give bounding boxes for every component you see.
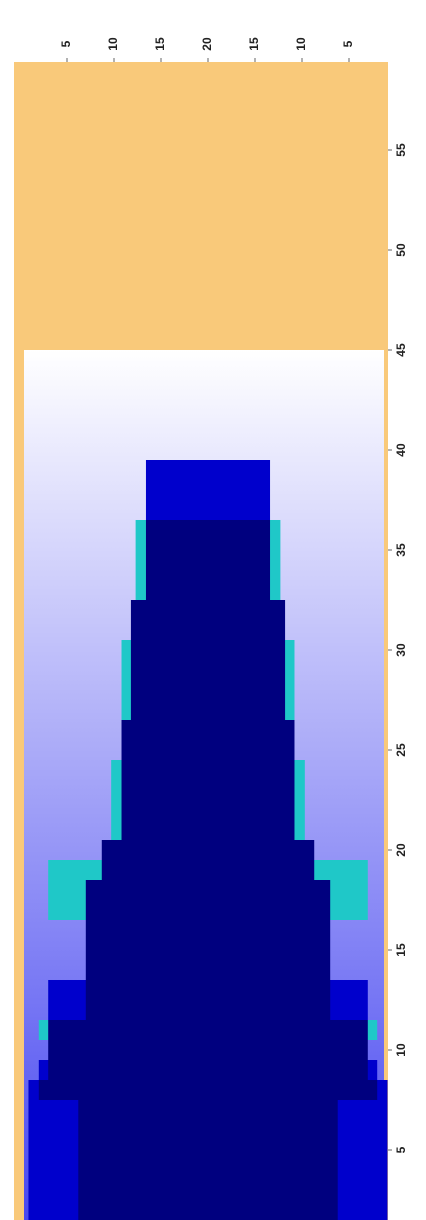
- bar: [130, 620, 286, 640]
- bar: [78, 1100, 338, 1120]
- y-tick-label: 55: [394, 143, 408, 157]
- bar: [85, 960, 331, 980]
- y-tick-label: 50: [394, 243, 408, 257]
- bar: [121, 760, 295, 780]
- bar: [145, 520, 271, 540]
- y-tick-label: 10: [394, 1043, 408, 1057]
- bar: [85, 920, 331, 940]
- x-tick-label: 5: [341, 40, 355, 47]
- y-tick-label: 30: [394, 643, 408, 657]
- bar: [78, 1180, 338, 1200]
- bar: [121, 720, 295, 740]
- bar: [48, 1040, 368, 1060]
- bar: [145, 540, 271, 560]
- bar: [130, 700, 286, 720]
- bar: [48, 1020, 368, 1040]
- bar: [101, 860, 315, 880]
- bar: [121, 820, 295, 840]
- x-tick-label: 20: [200, 37, 214, 51]
- bar: [85, 880, 331, 900]
- y-tick-label: 15: [394, 943, 408, 957]
- bar: [145, 460, 271, 480]
- bar: [130, 640, 286, 660]
- bar: [78, 1160, 338, 1180]
- bar: [130, 660, 286, 680]
- bar: [38, 1080, 378, 1100]
- bar: [85, 980, 331, 1000]
- y-tick-label: 40: [394, 443, 408, 457]
- y-tick-label: 25: [394, 743, 408, 757]
- x-tick-label: 10: [294, 37, 308, 51]
- bar: [121, 780, 295, 800]
- y-tick-label: 35: [394, 543, 408, 557]
- y-tick-label: 20: [394, 843, 408, 857]
- bar: [85, 940, 331, 960]
- y-tick-label: 5: [394, 1146, 408, 1153]
- bar: [145, 580, 271, 600]
- bar: [78, 1120, 338, 1140]
- bar: [85, 1000, 331, 1020]
- bar: [121, 740, 295, 760]
- bar: [145, 480, 271, 500]
- bar: [130, 600, 286, 620]
- bar: [78, 1140, 338, 1160]
- bar: [145, 560, 271, 580]
- bar: [85, 900, 331, 920]
- bar: [48, 1060, 368, 1080]
- y-tick-label: 45: [394, 343, 408, 357]
- bar: [130, 680, 286, 700]
- bar: [78, 1200, 338, 1220]
- bar: [145, 500, 271, 520]
- bar: [121, 800, 295, 820]
- bar: [101, 840, 315, 860]
- x-tick-label: 15: [153, 37, 167, 51]
- x-tick-label: 15: [247, 37, 261, 51]
- x-tick-label: 5: [59, 40, 73, 47]
- x-tick-label: 10: [106, 37, 120, 51]
